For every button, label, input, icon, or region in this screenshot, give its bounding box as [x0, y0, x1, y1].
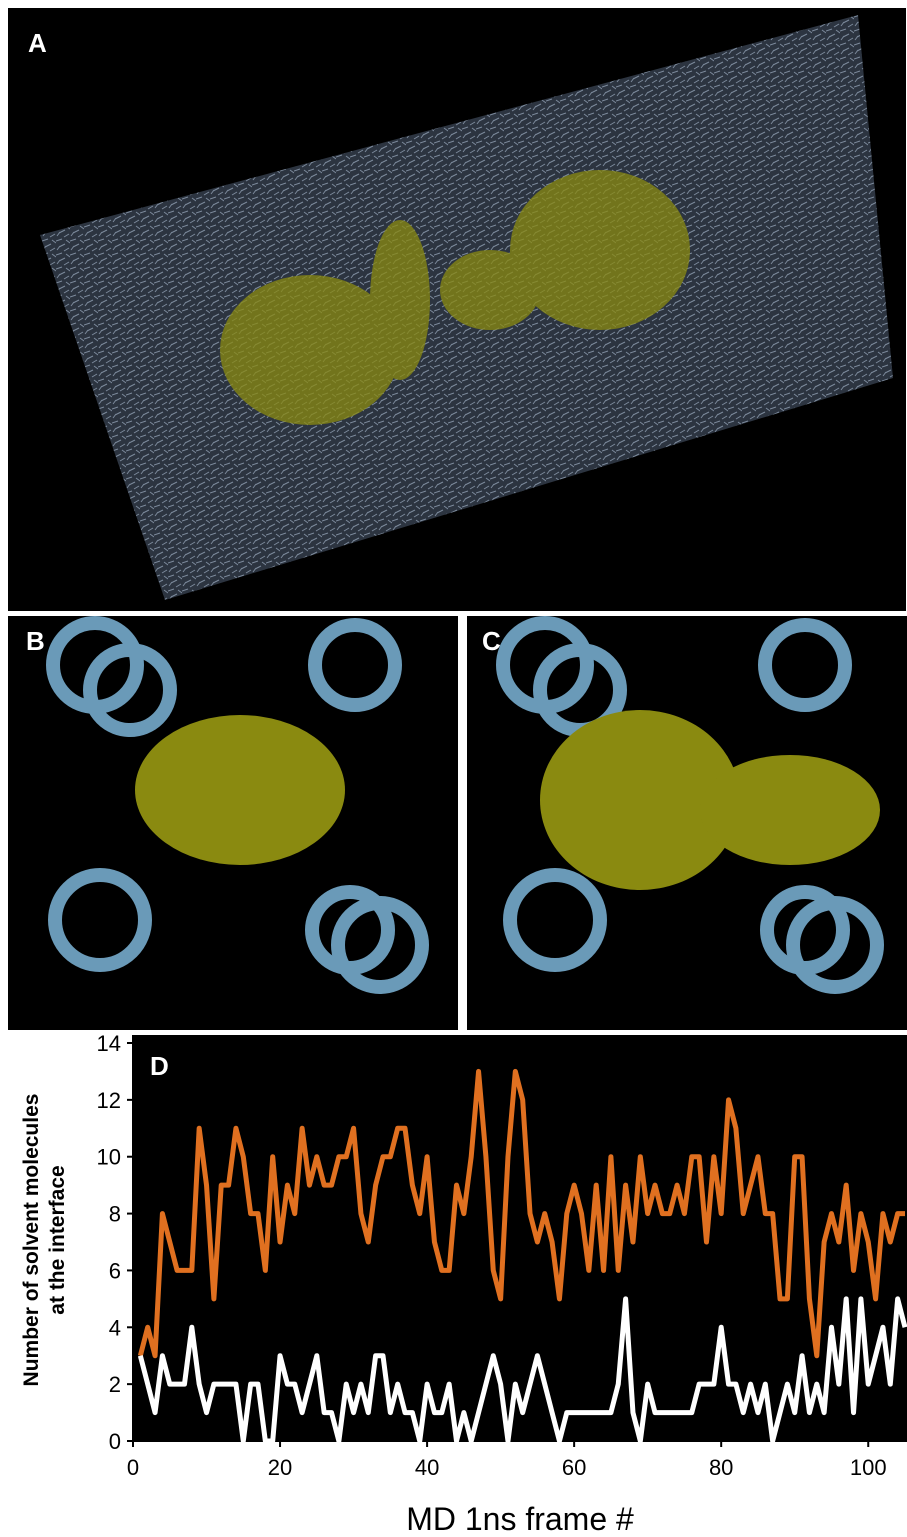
y-tick-label: 14 — [97, 1031, 121, 1056]
protein — [220, 170, 690, 425]
series-line — [137, 1068, 905, 1359]
solvent-cluster — [135, 715, 345, 865]
helices — [496, 616, 884, 994]
panel-label: C — [482, 626, 501, 656]
y-tick-label: 2 — [109, 1372, 121, 1397]
y-tick-label: 6 — [109, 1258, 121, 1283]
series-line — [137, 1296, 907, 1444]
y-axis-label-line: Number of solvent molecules — [20, 1094, 43, 1387]
y-tick-label: 4 — [109, 1315, 121, 1340]
y-tick-label: 10 — [97, 1145, 121, 1170]
y-tick-label: 0 — [109, 1429, 121, 1454]
x-tick-label: 100 — [850, 1455, 887, 1480]
panel-label: A — [28, 28, 47, 58]
y-axis-label-line: at the interface — [46, 1165, 69, 1314]
x-tick-label: 40 — [415, 1455, 439, 1480]
y-axis-label: Number of solvent molecules at the inter… — [20, 1094, 69, 1387]
helices — [46, 616, 429, 994]
x-axis-label: MD 1ns frame # — [406, 1501, 634, 1537]
panel-label: D — [150, 1051, 169, 1081]
x-tick-label: 0 — [127, 1455, 139, 1480]
x-tick-label: 80 — [709, 1455, 733, 1480]
y-tick-label: 8 — [109, 1202, 121, 1227]
solvent-cluster — [540, 710, 880, 890]
x-tick-label: 60 — [562, 1455, 586, 1480]
panel-label: B — [26, 626, 45, 656]
y-tick-label: 12 — [97, 1088, 121, 1113]
x-tick-label: 20 — [268, 1455, 292, 1480]
